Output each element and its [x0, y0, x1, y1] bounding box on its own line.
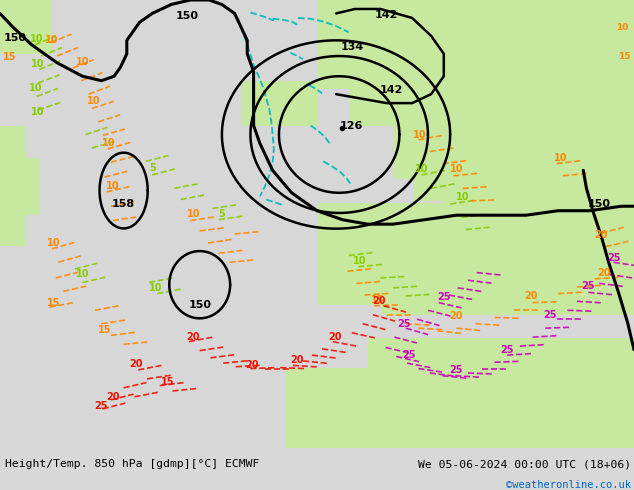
Text: 20: 20	[186, 332, 200, 342]
Text: 10: 10	[186, 209, 200, 220]
Text: 10: 10	[30, 34, 44, 45]
Text: 25: 25	[94, 401, 108, 411]
Text: 142: 142	[375, 10, 398, 20]
Text: 10: 10	[415, 165, 429, 174]
Text: 150: 150	[4, 33, 27, 43]
Text: 10: 10	[45, 35, 59, 46]
Text: 10: 10	[450, 165, 463, 174]
Text: 15: 15	[161, 377, 175, 387]
Text: 20: 20	[129, 359, 143, 369]
Text: 15: 15	[47, 297, 61, 308]
Text: 10: 10	[87, 96, 101, 106]
Text: 20: 20	[290, 355, 304, 365]
Text: 10: 10	[47, 238, 61, 248]
Text: 20: 20	[372, 296, 386, 306]
Text: 10: 10	[102, 138, 116, 147]
Text: 10: 10	[148, 283, 162, 293]
Text: 20: 20	[594, 230, 608, 241]
Text: Height/Temp. 850 hPa [gdmp][°C] ECMWF: Height/Temp. 850 hPa [gdmp][°C] ECMWF	[5, 459, 259, 469]
Text: 150: 150	[588, 199, 611, 209]
Text: We 05-06-2024 00:00 UTC (18+06): We 05-06-2024 00:00 UTC (18+06)	[418, 459, 631, 469]
Text: 25: 25	[581, 281, 595, 291]
Text: 25: 25	[607, 253, 621, 263]
Text: 25: 25	[398, 318, 411, 329]
Text: 142: 142	[380, 85, 403, 95]
Text: 15: 15	[3, 52, 16, 62]
Text: 10: 10	[31, 107, 45, 117]
Text: 20: 20	[524, 291, 538, 301]
Text: 10: 10	[31, 59, 45, 69]
Text: 20: 20	[328, 332, 342, 342]
Text: 5: 5	[149, 163, 155, 173]
Text: 5: 5	[219, 209, 225, 220]
Text: 25: 25	[543, 310, 557, 320]
Text: 25: 25	[402, 350, 416, 360]
Text: 10: 10	[29, 83, 43, 93]
Text: 25: 25	[450, 365, 463, 375]
Text: 10: 10	[413, 129, 427, 140]
Text: 10: 10	[353, 256, 367, 266]
Text: 15: 15	[618, 51, 631, 61]
Text: 25: 25	[500, 344, 514, 355]
Text: 20: 20	[450, 311, 463, 321]
Text: 15: 15	[98, 324, 112, 335]
Text: 10: 10	[75, 57, 89, 67]
Text: 150: 150	[176, 11, 198, 21]
Text: 10: 10	[106, 181, 120, 191]
Text: 20: 20	[245, 361, 259, 370]
Text: 10: 10	[616, 24, 629, 32]
Text: 126: 126	[340, 121, 363, 130]
Text: 20: 20	[106, 392, 120, 402]
Text: 158: 158	[112, 199, 135, 209]
Text: 20: 20	[597, 268, 611, 278]
Text: 134: 134	[340, 42, 363, 52]
Text: 10: 10	[554, 153, 568, 163]
Text: 10: 10	[456, 192, 470, 202]
Text: 25: 25	[437, 292, 451, 302]
Text: ©weatheronline.co.uk: ©weatheronline.co.uk	[506, 480, 631, 490]
Text: 150: 150	[188, 300, 211, 310]
Text: 10: 10	[75, 270, 89, 279]
Text: 15: 15	[370, 295, 384, 305]
